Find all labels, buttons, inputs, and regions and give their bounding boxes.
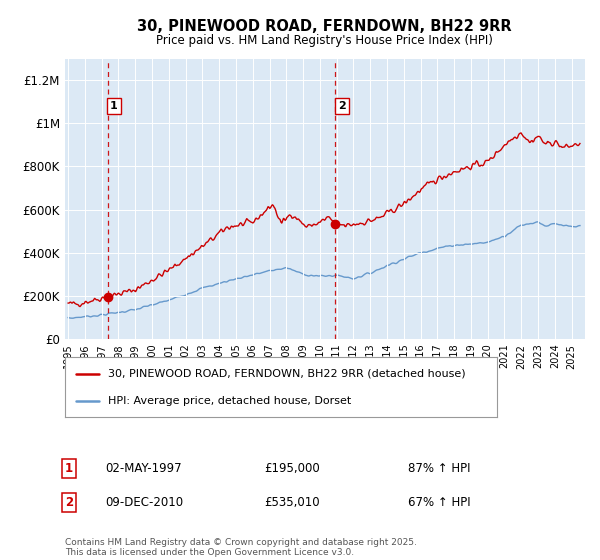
Text: 09-DEC-2010: 09-DEC-2010 xyxy=(105,496,183,509)
Text: HPI: Average price, detached house, Dorset: HPI: Average price, detached house, Dors… xyxy=(108,396,351,406)
Text: Price paid vs. HM Land Registry's House Price Index (HPI): Price paid vs. HM Land Registry's House … xyxy=(155,34,493,46)
Text: 02-MAY-1997: 02-MAY-1997 xyxy=(105,462,182,475)
Text: 30, PINEWOOD ROAD, FERNDOWN, BH22 9RR: 30, PINEWOOD ROAD, FERNDOWN, BH22 9RR xyxy=(137,19,511,34)
Text: Contains HM Land Registry data © Crown copyright and database right 2025.
This d: Contains HM Land Registry data © Crown c… xyxy=(65,538,416,557)
Text: 1: 1 xyxy=(65,462,73,475)
Text: 2: 2 xyxy=(338,101,346,111)
Text: 1: 1 xyxy=(110,101,118,111)
Text: 2: 2 xyxy=(65,496,73,509)
Text: £195,000: £195,000 xyxy=(264,462,320,475)
Text: 87% ↑ HPI: 87% ↑ HPI xyxy=(408,462,470,475)
Text: 30, PINEWOOD ROAD, FERNDOWN, BH22 9RR (detached house): 30, PINEWOOD ROAD, FERNDOWN, BH22 9RR (d… xyxy=(108,368,466,379)
Text: 67% ↑ HPI: 67% ↑ HPI xyxy=(408,496,470,509)
Text: £535,010: £535,010 xyxy=(264,496,320,509)
